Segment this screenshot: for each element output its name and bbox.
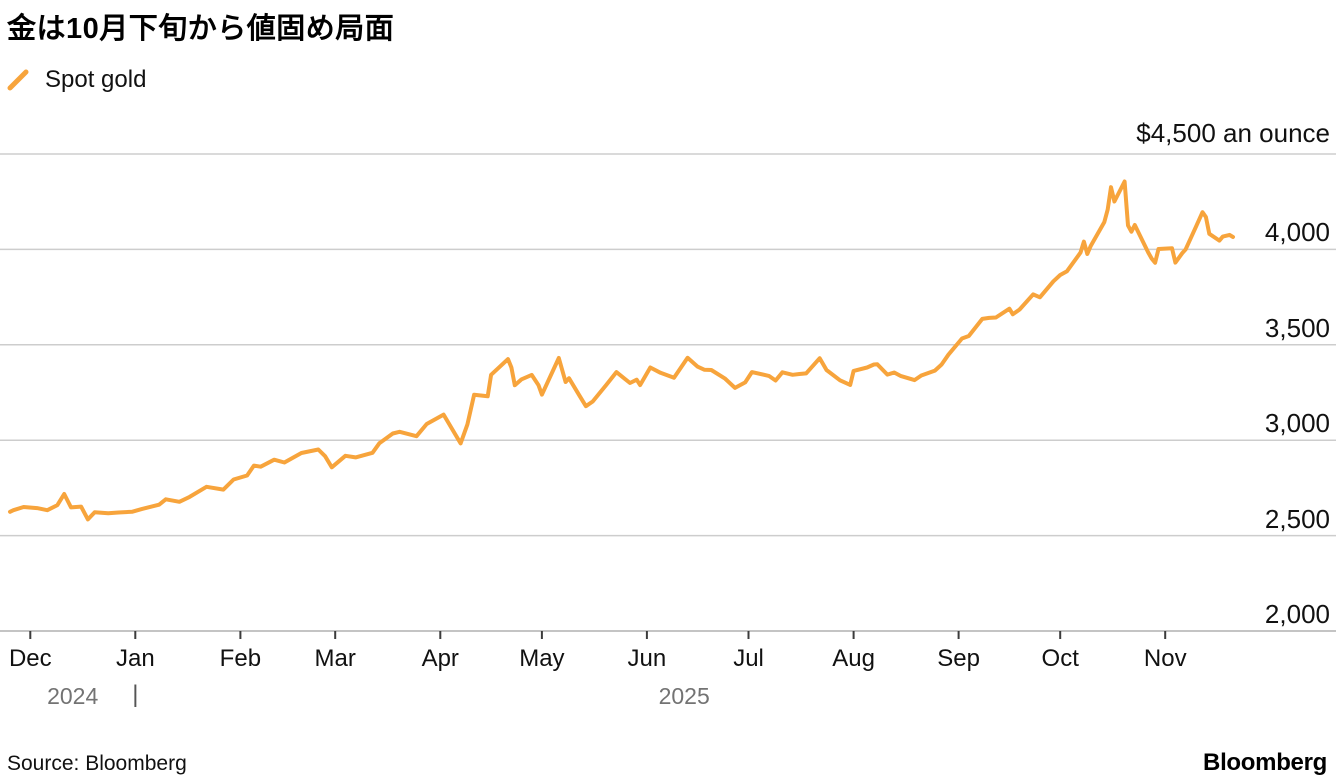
legend: Spot gold — [6, 66, 146, 94]
month-label: Jun — [627, 645, 667, 672]
year-label: 2024 — [47, 683, 99, 709]
axis-ticks — [29, 631, 1167, 639]
spot-gold-line — [8, 179, 1235, 522]
year-label: 2025 — [658, 683, 710, 709]
year-divider: | — [132, 681, 139, 708]
y-axis-unit-label: $4,500 an ounce — [1136, 118, 1330, 148]
gridlines — [0, 153, 1336, 632]
legend-line-icon — [7, 69, 29, 91]
y-tick-label: 2,000 — [1264, 599, 1330, 629]
month-label: Mar — [314, 645, 356, 672]
month-label: Aug — [832, 645, 875, 672]
y-tick-label: 3,500 — [1264, 312, 1330, 343]
month-label: Dec — [8, 645, 52, 672]
y-tick-label: 4,000 — [1264, 217, 1330, 248]
legend-label: Spot gold — [45, 66, 147, 93]
month-label: Feb — [219, 645, 262, 672]
month-label: Apr — [421, 645, 459, 672]
source-note: Source: Bloomberg — [7, 752, 187, 775]
month-label: May — [519, 645, 565, 672]
bloomberg-logo: Bloomberg — [1203, 749, 1327, 776]
month-label: Nov — [1143, 645, 1187, 672]
chart-title: 金は10月下旬から値固め局面 — [7, 13, 395, 45]
month-label: Sep — [937, 645, 980, 672]
y-tick-label: 3,000 — [1264, 408, 1330, 439]
month-label: Jan — [115, 645, 155, 672]
y-tick-label: 2,500 — [1264, 503, 1330, 534]
month-label: Oct — [1041, 645, 1079, 672]
month-label: Jul — [733, 645, 764, 672]
